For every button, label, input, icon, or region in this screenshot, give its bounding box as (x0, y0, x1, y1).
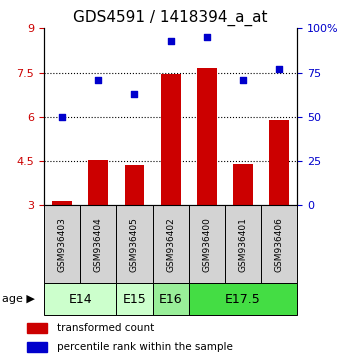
Text: GSM936404: GSM936404 (94, 217, 103, 272)
Bar (52, 201, 72, 205)
Point (168, 38, 173, 44)
Bar (233, 164, 253, 205)
Bar (269, 120, 289, 205)
Text: E16: E16 (159, 293, 183, 306)
Bar (116, 283, 152, 315)
Text: E17.5: E17.5 (225, 293, 261, 306)
Text: percentile rank within the sample: percentile rank within the sample (57, 342, 233, 352)
Point (59, 114, 65, 120)
Text: E14: E14 (68, 293, 92, 306)
Point (96, 77, 101, 82)
Text: age ▶: age ▶ (2, 294, 34, 304)
Bar (27, 342, 47, 352)
Bar (152, 283, 189, 315)
Bar (261, 205, 297, 283)
Bar (80, 205, 116, 283)
Text: GSM936402: GSM936402 (166, 217, 175, 272)
Text: GSM936403: GSM936403 (57, 217, 67, 272)
Text: GSM936400: GSM936400 (202, 217, 211, 272)
Bar (152, 205, 189, 283)
Point (240, 77, 246, 82)
Bar (124, 166, 144, 205)
Bar (225, 205, 261, 283)
Bar (189, 205, 225, 283)
Bar (197, 68, 217, 205)
Point (276, 66, 282, 72)
Text: GSM936405: GSM936405 (130, 217, 139, 272)
Text: transformed count: transformed count (57, 323, 155, 333)
Text: E15: E15 (123, 293, 146, 306)
Title: GDS4591 / 1418394_a_at: GDS4591 / 1418394_a_at (73, 9, 268, 25)
Bar (44, 205, 80, 283)
Bar (88, 160, 108, 205)
Bar (116, 205, 152, 283)
Bar (27, 323, 47, 333)
Point (132, 91, 137, 97)
Text: GSM936401: GSM936401 (239, 217, 248, 272)
Bar (189, 283, 297, 315)
Bar (161, 74, 180, 205)
Text: GSM936406: GSM936406 (275, 217, 284, 272)
Point (204, 34, 210, 40)
Bar (44, 283, 116, 315)
